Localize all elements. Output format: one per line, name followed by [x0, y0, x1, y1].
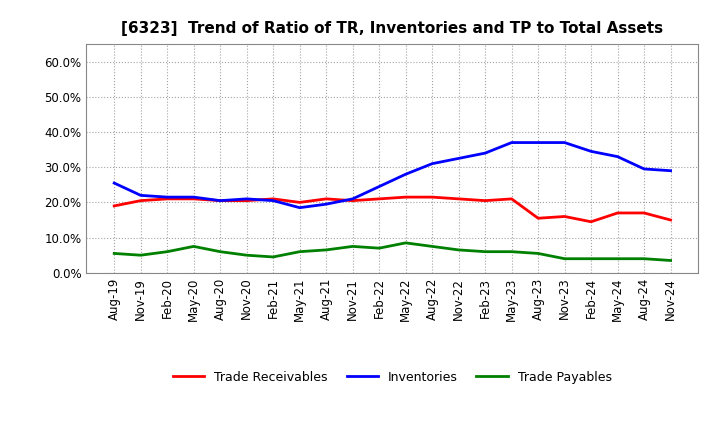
Trade Receivables	[481, 198, 490, 203]
Inventories	[481, 150, 490, 156]
Trade Receivables	[613, 210, 622, 216]
Inventories	[401, 172, 410, 177]
Trade Receivables	[295, 200, 304, 205]
Trade Receivables	[428, 194, 436, 200]
Legend: Trade Receivables, Inventories, Trade Payables: Trade Receivables, Inventories, Trade Pa…	[168, 366, 617, 389]
Inventories	[110, 180, 119, 186]
Trade Payables	[560, 256, 569, 261]
Trade Receivables	[534, 216, 542, 221]
Inventories	[243, 196, 251, 202]
Trade Receivables	[508, 196, 516, 202]
Trade Receivables	[110, 203, 119, 209]
Trade Payables	[534, 251, 542, 256]
Trade Receivables	[189, 196, 198, 202]
Trade Receivables	[136, 198, 145, 203]
Title: [6323]  Trend of Ratio of TR, Inventories and TP to Total Assets: [6323] Trend of Ratio of TR, Inventories…	[122, 21, 663, 36]
Trade Payables	[428, 244, 436, 249]
Trade Payables	[481, 249, 490, 254]
Trade Receivables	[454, 196, 463, 202]
Trade Receivables	[216, 198, 225, 203]
Trade Payables	[163, 249, 171, 254]
Inventories	[454, 156, 463, 161]
Trade Receivables	[322, 196, 330, 202]
Trade Receivables	[640, 210, 649, 216]
Trade Receivables	[269, 196, 277, 202]
Inventories	[666, 168, 675, 173]
Trade Payables	[322, 247, 330, 253]
Inventories	[613, 154, 622, 159]
Trade Payables	[243, 253, 251, 258]
Trade Receivables	[401, 194, 410, 200]
Inventories	[640, 166, 649, 172]
Trade Payables	[110, 251, 119, 256]
Inventories	[269, 198, 277, 203]
Trade Payables	[640, 256, 649, 261]
Trade Payables	[666, 258, 675, 263]
Trade Receivables	[587, 219, 595, 224]
Trade Payables	[136, 253, 145, 258]
Trade Payables	[348, 244, 357, 249]
Trade Payables	[508, 249, 516, 254]
Trade Payables	[269, 254, 277, 260]
Line: Trade Receivables: Trade Receivables	[114, 197, 670, 222]
Inventories	[295, 205, 304, 210]
Inventories	[587, 149, 595, 154]
Inventories	[189, 194, 198, 200]
Trade Receivables	[666, 217, 675, 223]
Inventories	[348, 196, 357, 202]
Line: Trade Payables: Trade Payables	[114, 243, 670, 260]
Inventories	[534, 140, 542, 145]
Trade Receivables	[243, 198, 251, 203]
Trade Payables	[189, 244, 198, 249]
Trade Payables	[587, 256, 595, 261]
Trade Payables	[613, 256, 622, 261]
Inventories	[508, 140, 516, 145]
Trade Receivables	[348, 198, 357, 203]
Inventories	[216, 198, 225, 203]
Inventories	[428, 161, 436, 166]
Inventories	[322, 202, 330, 207]
Inventories	[163, 194, 171, 200]
Trade Receivables	[375, 196, 384, 202]
Trade Payables	[375, 246, 384, 251]
Trade Payables	[401, 240, 410, 246]
Inventories	[136, 193, 145, 198]
Trade Payables	[454, 247, 463, 253]
Trade Payables	[216, 249, 225, 254]
Trade Payables	[295, 249, 304, 254]
Trade Receivables	[560, 214, 569, 219]
Line: Inventories: Inventories	[114, 143, 670, 208]
Trade Receivables	[163, 196, 171, 202]
Inventories	[375, 184, 384, 189]
Inventories	[560, 140, 569, 145]
